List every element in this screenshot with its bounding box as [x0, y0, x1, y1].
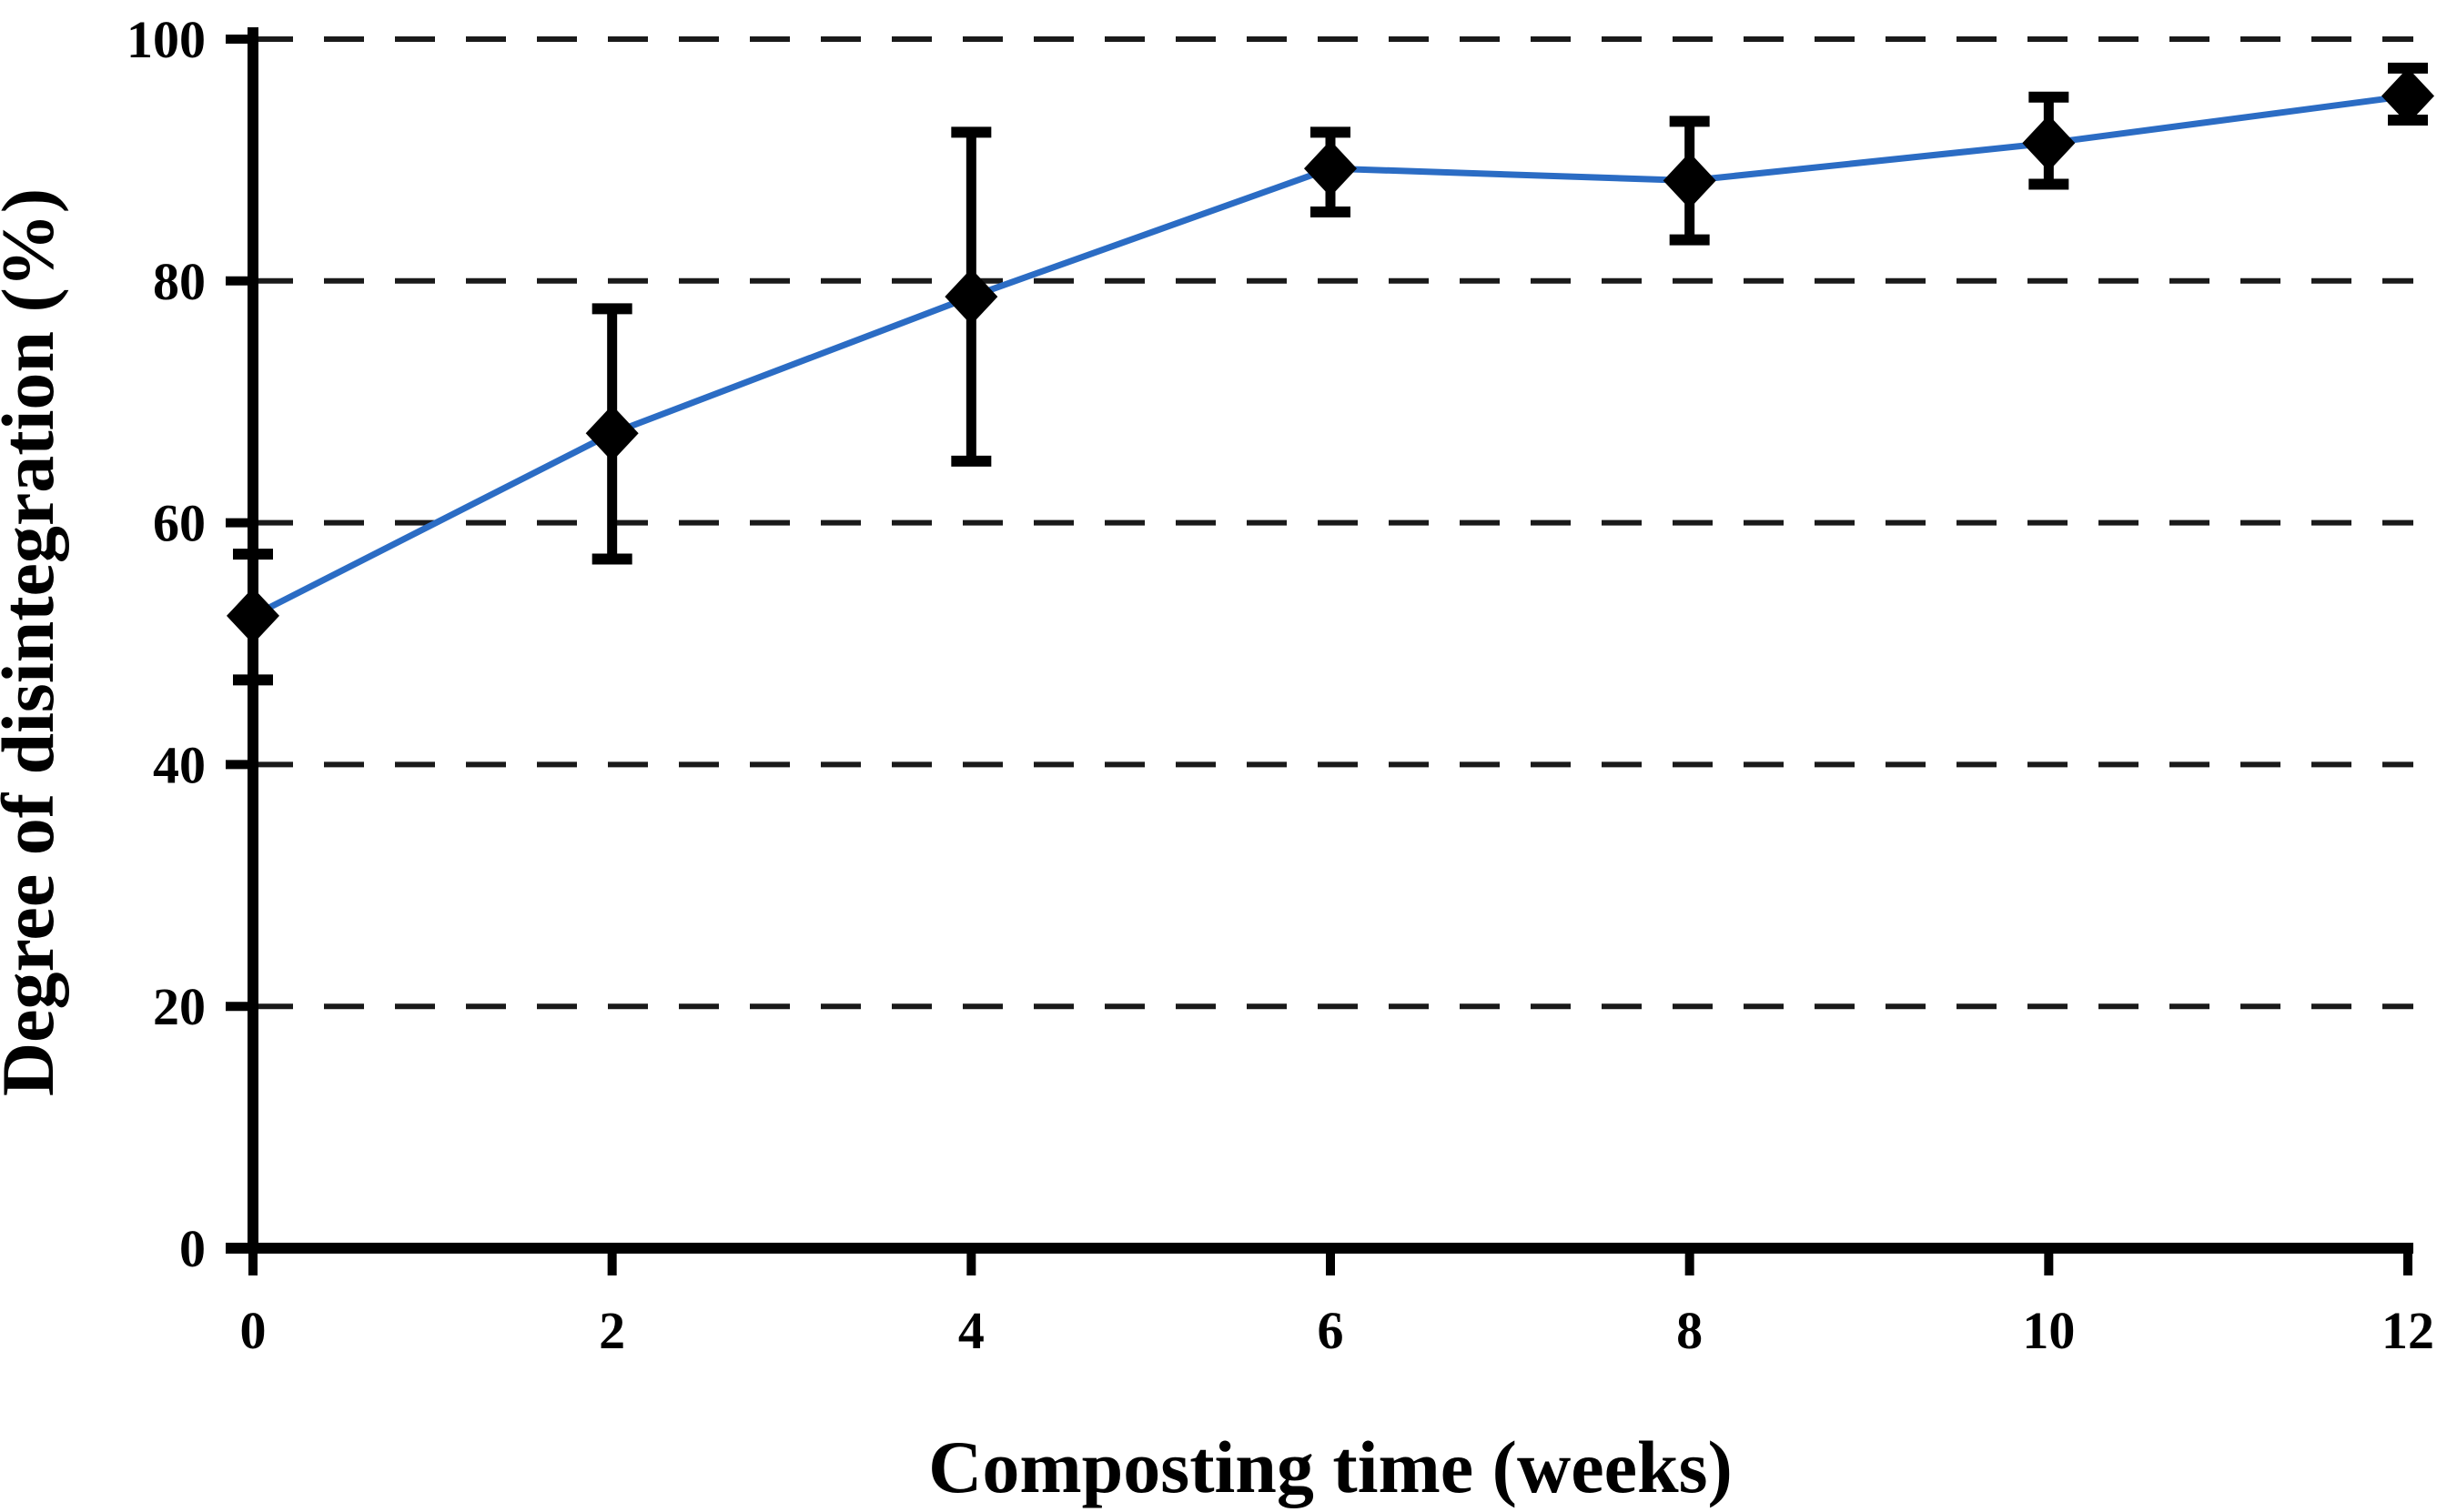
- y-tick-label-100: 100: [126, 10, 206, 69]
- diamond-marker: [2022, 115, 2076, 172]
- y-tick-label-60: 60: [153, 494, 206, 553]
- x-tick-label-8: 8: [1676, 1301, 1703, 1360]
- diamond-marker: [227, 587, 279, 644]
- y-tick-label-0: 0: [179, 1219, 206, 1278]
- x-tick-label-12: 12: [2381, 1301, 2434, 1360]
- x-tick-label-10: 10: [2022, 1301, 2075, 1360]
- y-axis-title: Degree of disintegration (%): [0, 188, 69, 1096]
- diamond-marker: [1304, 140, 1357, 197]
- y-tick-label-80: 80: [153, 252, 206, 311]
- tick-labels: 0 20 40 60 80 100 0 2 4 6 8 10 12: [126, 10, 2434, 1360]
- x-axis-title: Composting time (weeks): [928, 1426, 1733, 1508]
- y-tick-label-40: 40: [153, 735, 206, 794]
- x-tick-label-4: 4: [958, 1301, 985, 1360]
- diamond-marker: [1663, 152, 1716, 209]
- diamond-marker: [585, 405, 639, 462]
- diamond-marker: [2381, 67, 2434, 125]
- y-tick-label-20: 20: [153, 977, 206, 1036]
- x-tick-label-2: 2: [599, 1301, 625, 1360]
- x-tick-label-6: 6: [1318, 1301, 1344, 1360]
- x-tick-label-0: 0: [240, 1301, 267, 1360]
- diamond-marker: [945, 268, 998, 326]
- data-series: [227, 62, 2434, 686]
